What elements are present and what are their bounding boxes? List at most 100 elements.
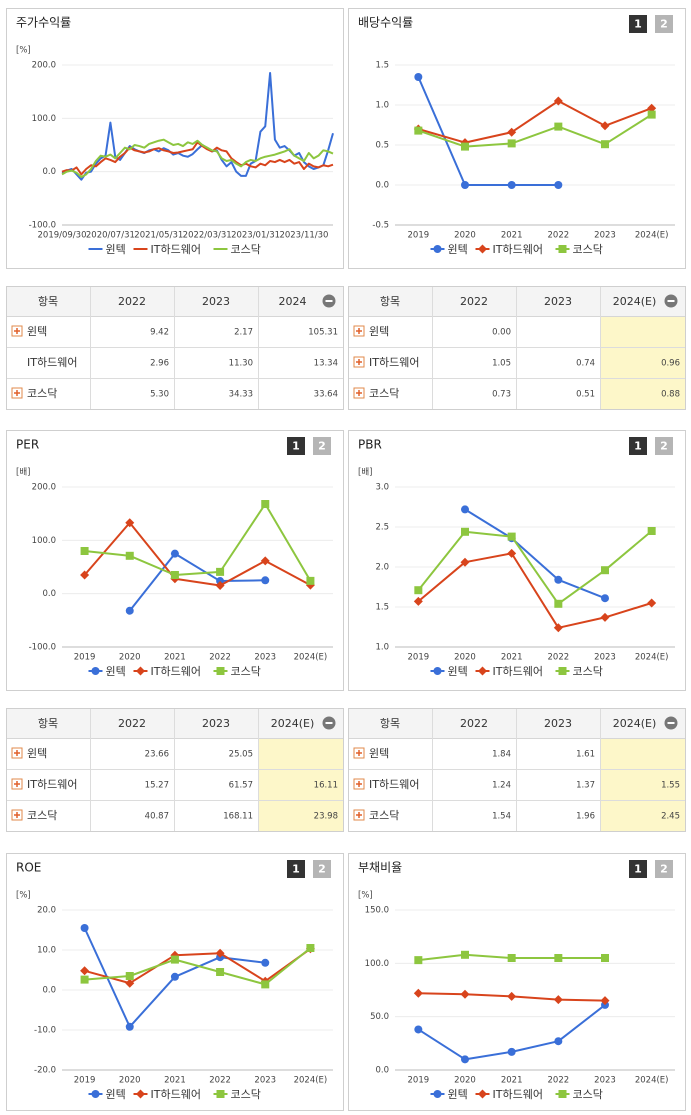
tab-button[interactable] bbox=[629, 860, 647, 878]
column-header: 2022 bbox=[118, 717, 146, 730]
marker bbox=[461, 950, 469, 959]
marker bbox=[558, 245, 567, 253]
marker bbox=[507, 991, 517, 1001]
marker bbox=[647, 527, 656, 535]
legend-label: 윈텍 bbox=[448, 664, 468, 678]
tab-button[interactable] bbox=[655, 15, 673, 33]
column-header: 2024 bbox=[279, 295, 307, 308]
row-label: 윈텍 bbox=[27, 324, 47, 338]
marker bbox=[461, 1055, 469, 1064]
row-label: 윈텍 bbox=[369, 324, 389, 338]
tab-label: 1 bbox=[634, 863, 642, 876]
y-tick-label: 2.0 bbox=[375, 563, 389, 573]
marker bbox=[507, 954, 516, 962]
cell-value: 1.24 bbox=[492, 781, 511, 791]
x-tick-label: 2022 bbox=[209, 653, 231, 663]
y-tick-label: 10.0 bbox=[37, 946, 56, 956]
tab-button[interactable] bbox=[629, 15, 647, 33]
series-line bbox=[61, 138, 334, 178]
x-tick-label: 2021/05/31 bbox=[134, 231, 183, 241]
x-tick-label: 2023/01/31 bbox=[231, 231, 280, 241]
cell-value: 1.61 bbox=[576, 750, 595, 760]
tab-button[interactable] bbox=[629, 437, 647, 455]
column-header: 2023 bbox=[202, 295, 230, 308]
marker bbox=[647, 110, 656, 119]
tab-label: 2 bbox=[660, 440, 668, 453]
unit-label: [배] bbox=[358, 468, 372, 478]
unit-label: [%] bbox=[16, 891, 31, 901]
legend-label: 윈텍 bbox=[106, 664, 126, 678]
panel bbox=[6, 853, 344, 1111]
column-header: 2024(E) bbox=[271, 717, 315, 730]
tab-button[interactable] bbox=[287, 860, 305, 878]
tab-button[interactable] bbox=[287, 437, 305, 455]
row-label: IT하드웨어 bbox=[27, 355, 77, 369]
x-tick-label: 2020 bbox=[119, 653, 141, 663]
tab-button[interactable] bbox=[313, 860, 331, 878]
tab-button[interactable] bbox=[313, 437, 331, 455]
marker bbox=[125, 518, 135, 528]
column-header: 항목 bbox=[38, 717, 58, 730]
cell-value: 33.64 bbox=[314, 390, 338, 400]
marker bbox=[553, 995, 563, 1005]
cell-value: 16.11 bbox=[314, 781, 338, 791]
table-border bbox=[6, 708, 344, 832]
marker bbox=[433, 245, 442, 253]
legend-label: IT하드웨어 bbox=[151, 242, 201, 256]
tab-button[interactable] bbox=[655, 860, 673, 878]
marker bbox=[601, 954, 609, 962]
tab-label: 2 bbox=[318, 863, 326, 876]
marker bbox=[600, 996, 610, 1006]
y-tick-label: 1.0 bbox=[375, 643, 389, 653]
cell-value: 34.33 bbox=[229, 390, 253, 400]
column-header: 2023 bbox=[202, 717, 230, 730]
y-tick-label: 0.0 bbox=[42, 589, 56, 599]
cell-value: 40.87 bbox=[145, 812, 169, 822]
x-tick-label: 2021 bbox=[164, 653, 186, 663]
tab-button[interactable] bbox=[655, 437, 673, 455]
marker bbox=[170, 571, 179, 579]
series-line bbox=[418, 100, 653, 144]
y-tick-label: -20.0 bbox=[34, 1066, 56, 1076]
row-label: IT하드웨어 bbox=[369, 355, 419, 369]
x-tick-label: 2021 bbox=[164, 1076, 186, 1086]
cell-value: 168.11 bbox=[223, 812, 253, 822]
marker bbox=[558, 667, 567, 675]
marker bbox=[170, 972, 179, 981]
x-tick-label: 2022 bbox=[209, 1076, 231, 1086]
legend-label: 코스닥 bbox=[231, 1088, 261, 1101]
cell-value: 61.57 bbox=[229, 781, 253, 791]
row-label: 윈텍 bbox=[27, 746, 47, 760]
expand-icon bbox=[356, 781, 362, 787]
marker bbox=[461, 142, 469, 151]
marker bbox=[80, 975, 89, 984]
y-tick-label: 0.0 bbox=[375, 1066, 389, 1076]
x-tick-label: 2019 bbox=[74, 1076, 96, 1086]
panel bbox=[348, 8, 686, 269]
column-header: 2022 bbox=[460, 295, 488, 308]
x-tick-label: 2020 bbox=[454, 231, 476, 241]
marker bbox=[80, 924, 89, 932]
legend-label: IT하드웨어 bbox=[493, 242, 543, 256]
unit-label: [%] bbox=[16, 46, 31, 56]
cell-value: 105.31 bbox=[308, 328, 338, 338]
y-tick-label: 100.0 bbox=[32, 114, 56, 124]
cell-value: 1.96 bbox=[576, 812, 595, 822]
y-tick-label: 3.0 bbox=[375, 483, 389, 493]
expand-icon bbox=[14, 390, 20, 396]
marker bbox=[414, 956, 423, 965]
marker bbox=[80, 966, 90, 976]
marker bbox=[507, 548, 517, 558]
marker bbox=[306, 944, 315, 952]
series-line bbox=[84, 503, 312, 582]
column-header: 항목 bbox=[380, 295, 400, 308]
marker bbox=[216, 667, 225, 675]
column-header: 2023 bbox=[544, 295, 572, 308]
x-tick-label: 2021 bbox=[501, 1076, 523, 1086]
marker bbox=[507, 1047, 516, 1056]
x-tick-label: 2023 bbox=[594, 653, 616, 663]
marker bbox=[460, 557, 470, 567]
y-tick-label: 1.5 bbox=[375, 603, 389, 613]
expand-icon bbox=[356, 390, 362, 396]
